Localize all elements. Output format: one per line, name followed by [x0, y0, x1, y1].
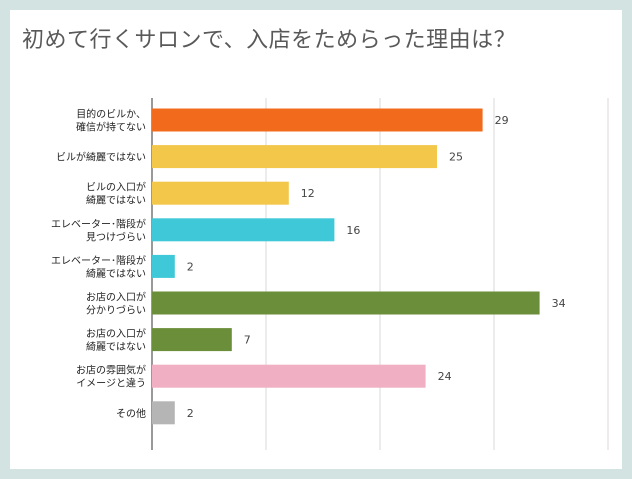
category-label: ビルが綺麗ではない	[56, 151, 146, 164]
category-label: 綺麗ではない	[86, 194, 146, 207]
data-label: 12	[301, 187, 315, 200]
category-label: 見つけづらい	[86, 231, 146, 243]
data-label: 16	[346, 224, 360, 237]
category-label: 分かりづらい	[86, 305, 146, 317]
bar	[152, 328, 232, 352]
data-label: 25	[449, 151, 463, 164]
data-label: 29	[495, 114, 509, 127]
data-label: 7	[244, 334, 251, 347]
category-label: 確信が持てない	[76, 121, 146, 134]
category-label: 目的のビルか、	[76, 108, 146, 121]
category-label: イメージと違う	[76, 377, 146, 390]
bar	[152, 291, 540, 315]
category-label: お店の入口が	[86, 327, 146, 340]
bar	[152, 254, 175, 278]
bar	[152, 108, 483, 132]
category-label: その他	[116, 407, 146, 420]
data-label: 2	[187, 407, 194, 420]
bar	[152, 181, 289, 205]
category-label: エレベーター･階段が	[51, 217, 146, 230]
category-label: 綺麗ではない	[86, 340, 146, 353]
bar	[152, 364, 426, 388]
bar	[152, 401, 175, 425]
category-label: お店の入口が	[86, 291, 146, 304]
data-label: 34	[552, 297, 566, 310]
bar	[152, 145, 437, 169]
data-label: 24	[438, 370, 452, 383]
chart-title: 初めて行くサロンで、入店をためらった理由は？	[22, 28, 517, 53]
data-label: 2	[187, 260, 194, 273]
category-label: お店の雰囲気が	[76, 364, 146, 377]
category-label: エレベーター･階段が	[51, 254, 146, 267]
bar	[152, 218, 335, 242]
category-label: 綺麗ではない	[86, 267, 146, 280]
category-label: ビルの入口が	[86, 181, 146, 194]
